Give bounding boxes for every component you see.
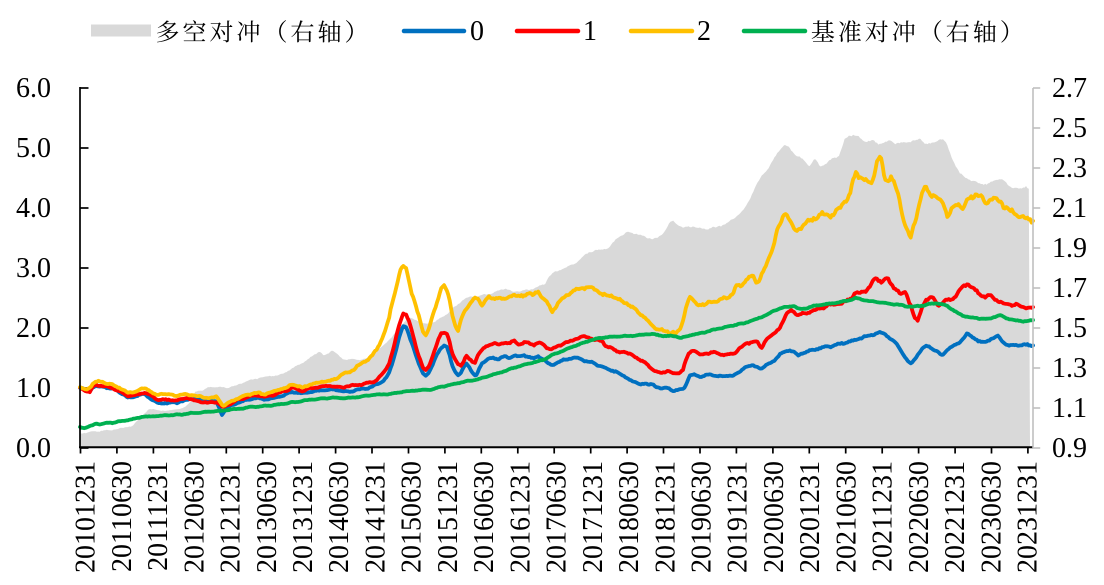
svg-text:20231231: 20231231 [1013,461,1044,573]
svg-text:20151231: 20151231 [433,461,464,573]
svg-text:20230630: 20230630 [976,461,1007,573]
svg-text:0: 0 [470,16,484,47]
svg-text:1.5: 1.5 [1052,313,1087,344]
svg-text:20170630: 20170630 [542,461,573,573]
svg-text:2.3: 2.3 [1052,153,1087,184]
svg-text:20191231: 20191231 [723,461,754,573]
svg-text:20141231: 20141231 [360,461,391,573]
svg-text:20220630: 20220630 [904,461,935,573]
svg-text:20171231: 20171231 [578,461,609,573]
svg-text:20110630: 20110630 [107,461,138,572]
svg-text:1.7: 1.7 [1052,273,1087,304]
svg-text:20150630: 20150630 [397,461,428,573]
svg-text:2: 2 [697,16,711,47]
svg-text:4.0: 4.0 [16,193,51,224]
svg-text:20160630: 20160630 [469,461,500,573]
svg-text:1: 1 [583,16,597,47]
svg-text:20131231: 20131231 [288,461,319,573]
svg-text:20210630: 20210630 [831,461,862,573]
svg-text:0.0: 0.0 [16,433,51,464]
svg-text:20180630: 20180630 [614,461,645,573]
svg-text:0.9: 0.9 [1052,433,1087,464]
svg-text:2.5: 2.5 [1052,113,1087,144]
svg-text:20120630: 20120630 [179,461,210,573]
svg-text:1.9: 1.9 [1052,233,1087,264]
svg-text:20201231: 20201231 [795,461,826,573]
svg-text:1.1: 1.1 [1052,393,1087,424]
svg-text:20130630: 20130630 [252,461,283,573]
svg-text:20101231: 20101231 [71,461,102,573]
svg-text:1.3: 1.3 [1052,353,1087,384]
svg-text:3.0: 3.0 [16,253,51,284]
svg-text:20121231: 20121231 [216,461,247,573]
svg-text:2.1: 2.1 [1052,193,1087,224]
svg-text:20221231: 20221231 [940,461,971,573]
svg-text:20140630: 20140630 [324,461,355,573]
svg-text:20161231: 20161231 [505,461,536,573]
svg-text:6.0: 6.0 [16,73,51,104]
svg-text:1.0: 1.0 [16,373,51,404]
svg-text:20190630: 20190630 [687,461,718,573]
svg-text:2.0: 2.0 [16,313,51,344]
svg-text:5.0: 5.0 [16,133,51,164]
svg-text:2.7: 2.7 [1052,73,1087,104]
svg-text:20181231: 20181231 [650,461,681,573]
svg-text:20200630: 20200630 [759,461,790,573]
svg-text:20111231: 20111231 [143,461,174,571]
svg-text:20211231: 20211231 [868,461,899,572]
